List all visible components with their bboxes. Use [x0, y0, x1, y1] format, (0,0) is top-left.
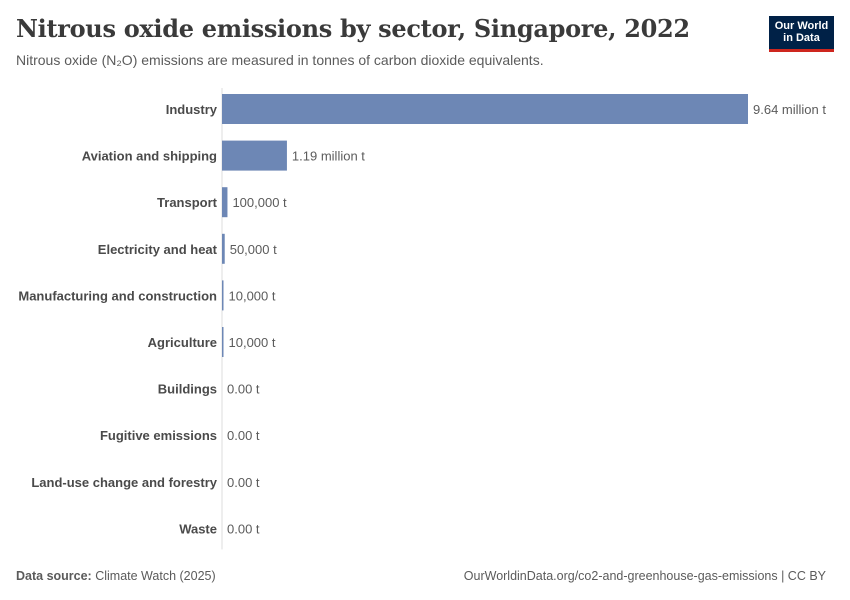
bar [222, 280, 224, 311]
category-label: Buildings [158, 382, 217, 397]
value-label: 0.00 t [227, 428, 260, 443]
category-label: Industry [166, 102, 218, 117]
category-label: Transport [157, 195, 218, 210]
value-label: 1.19 million t [292, 149, 365, 164]
bar [222, 327, 224, 357]
logo-line-1: Our World [774, 20, 829, 32]
category-label: Fugitive emissions [100, 428, 217, 443]
category-label: Land-use change and forestry [31, 475, 217, 490]
value-label: 10,000 t [229, 288, 276, 303]
value-label: 0.00 t [227, 521, 260, 536]
value-label: 0.00 t [227, 382, 260, 397]
bar-chart: Industry 9.64 million t Aviation and shipp… [18, 88, 826, 550]
data-source-label: Data source: [16, 569, 92, 583]
value-label: 10,000 t [229, 335, 276, 350]
category-label: Manufacturing and construction [18, 288, 217, 303]
category-label: Agriculture [148, 335, 217, 350]
value-label: 100,000 t [232, 195, 287, 210]
bar [222, 187, 228, 218]
category-label: Aviation and shipping [82, 149, 217, 164]
chart-subtitle: Nitrous oxide (N₂O) emissions are measur… [16, 52, 544, 68]
chart-title: Nitrous oxide emissions by sector, Singa… [16, 14, 690, 43]
bar [222, 233, 225, 264]
owid-logo[interactable]: Our World in Data [769, 16, 834, 52]
data-source-value[interactable]: Climate Watch (2025) [95, 569, 216, 583]
bar [222, 94, 748, 124]
bar [222, 140, 287, 171]
category-label: Waste [179, 521, 217, 536]
value-label: 0.00 t [227, 475, 260, 490]
value-label: 9.64 million t [753, 102, 826, 117]
category-label: Electricity and heat [98, 242, 218, 257]
logo-line-2: in Data [783, 32, 820, 44]
value-label: 50,000 t [230, 242, 277, 257]
data-source: Data source: Climate Watch (2025) [16, 569, 216, 583]
source-url[interactable]: OurWorldinData.org/co2-and-greenhouse-ga… [463, 569, 826, 583]
